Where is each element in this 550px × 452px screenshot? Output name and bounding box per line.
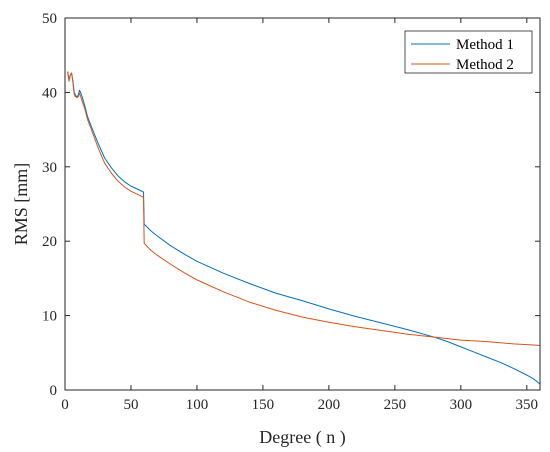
legend: Method 1 Method 2 [404, 30, 533, 74]
y-axis: 0 10 20 30 40 50 [42, 11, 540, 399]
legend-label-2: Method 2 [456, 57, 514, 73]
x-tick-label: 250 [384, 397, 407, 413]
x-axis: 0 50 100 150 200 250 300 350 [61, 18, 538, 413]
x-tick-label: 50 [123, 397, 138, 413]
series-line-1 [67, 71, 541, 385]
y-tick-label: 10 [42, 309, 57, 325]
y-axis-title: RMS [mm] [11, 163, 31, 246]
x-tick-label: 150 [252, 397, 275, 413]
y-tick-label: 0 [50, 383, 58, 399]
y-tick-label: 20 [42, 234, 57, 250]
series-lines [67, 71, 541, 385]
plot-frame [64, 17, 541, 391]
x-tick-label: 0 [61, 397, 69, 413]
legend-box [404, 30, 533, 74]
x-tick-label: 100 [186, 397, 209, 413]
x-tick-label: 300 [450, 397, 473, 413]
x-tick-label: 350 [516, 397, 539, 413]
y-tick-label: 50 [42, 11, 57, 27]
x-tick-label: 200 [318, 397, 341, 413]
plot-area [65, 18, 540, 390]
legend-label-1: Method 1 [456, 37, 514, 53]
x-axis-title: Degree ( n ) [259, 427, 345, 448]
y-tick-label: 40 [42, 85, 57, 101]
y-tick-label: 30 [42, 160, 57, 176]
series-line-2 [67, 71, 541, 346]
